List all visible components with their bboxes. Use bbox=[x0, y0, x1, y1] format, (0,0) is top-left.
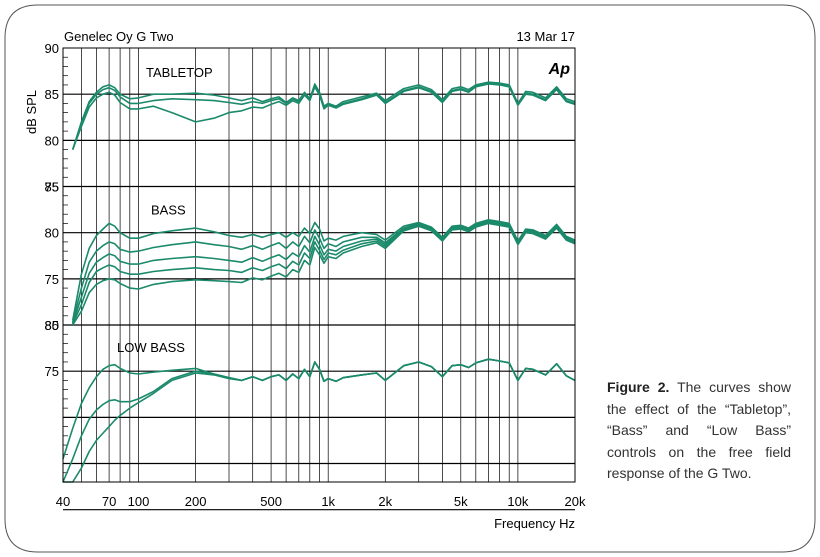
x-tick-label: 5k bbox=[454, 494, 468, 509]
x-axis-label: Frequency Hz bbox=[494, 516, 575, 531]
y-tick-label: 85 bbox=[45, 318, 59, 333]
x-tick-label: 100 bbox=[128, 494, 150, 509]
y-tick-label: 80 bbox=[45, 226, 59, 241]
x-tick-label: 2k bbox=[378, 494, 392, 509]
y-tick-label: 75 bbox=[45, 180, 59, 195]
panel-label: LOW BASS bbox=[117, 340, 185, 355]
y-tick-label: 75 bbox=[45, 364, 59, 379]
figure-label: Figure 2. bbox=[607, 379, 670, 395]
response-curve bbox=[72, 222, 576, 326]
panel-label: BASS bbox=[151, 203, 186, 218]
x-tick-label: 40 bbox=[56, 494, 70, 509]
response-curve bbox=[71, 221, 576, 325]
response-curve bbox=[63, 358, 576, 483]
x-tick-label: 20k bbox=[565, 494, 586, 509]
x-tick-label: 500 bbox=[260, 494, 282, 509]
ap-logo: Ap bbox=[548, 61, 571, 78]
y-tick-label: 85 bbox=[45, 87, 59, 102]
chart-date: 13 Mar 17 bbox=[516, 29, 575, 44]
y-tick-label: 85 bbox=[45, 180, 59, 195]
y-tick-label: 75 bbox=[45, 272, 59, 287]
y-tick-label: 90 bbox=[45, 41, 59, 56]
x-tick-label: 200 bbox=[185, 494, 207, 509]
y-tick-label: 80 bbox=[45, 133, 59, 148]
x-tick-label: 10k bbox=[507, 494, 528, 509]
chart-title: Genelec Oy G Two bbox=[64, 29, 174, 44]
x-tick-label: 70 bbox=[102, 494, 116, 509]
response-curves bbox=[62, 81, 576, 483]
caption-text: The curves show the effect of the “Table… bbox=[607, 379, 791, 481]
figure-caption: Figure 2. The curves show the effect of … bbox=[607, 377, 791, 485]
panel-label: TABLETOP bbox=[146, 65, 213, 80]
response-curve bbox=[71, 220, 576, 324]
y-axis-label: dB SPL bbox=[24, 90, 39, 134]
response-curve bbox=[71, 83, 576, 150]
x-tick-label: 1k bbox=[321, 494, 335, 509]
plot-border bbox=[62, 47, 576, 483]
response-curve bbox=[71, 219, 576, 323]
panel-labels: TABLETOP BASS LOW BASS bbox=[117, 65, 213, 355]
response-curve bbox=[71, 219, 576, 321]
y-tick-label: 80 bbox=[45, 318, 59, 333]
response-curve bbox=[71, 81, 576, 150]
